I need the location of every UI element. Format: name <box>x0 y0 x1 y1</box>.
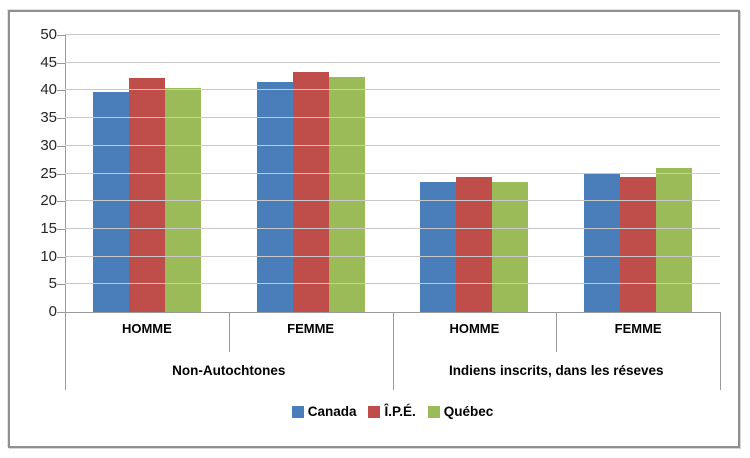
axis-separator-0 <box>65 312 66 390</box>
legend-item-ipe: Î.P.É. <box>368 404 416 419</box>
bar-group-1 <box>256 71 365 312</box>
bar-qubec-homme-0 <box>164 87 201 312</box>
y-axis-label-20: 20 <box>40 192 57 210</box>
bar-group-2 <box>420 176 529 312</box>
gridline-20 <box>65 200 720 202</box>
gridline-5 <box>65 283 720 285</box>
category-cell-2 <box>393 35 557 312</box>
gridline-25 <box>65 172 720 174</box>
bar-group-0 <box>92 77 201 312</box>
group-label-row: Non-Autochtones Indiens inscrits, dans le… <box>65 352 720 390</box>
gridline-35 <box>65 117 720 119</box>
gridline-10 <box>65 255 720 257</box>
y-axis-tick-50 <box>57 35 65 36</box>
chart-legend: Canada Î.P.É. Québec <box>65 404 720 419</box>
y-axis-tick-40 <box>57 90 65 92</box>
y-axis-tick-15 <box>57 228 65 230</box>
category-label-0: HOMME <box>121 321 172 336</box>
y-axis-tick-45 <box>57 62 65 64</box>
bar-qubec-femme-1 <box>328 77 365 312</box>
legend-label-quebec: Québec <box>443 404 494 419</box>
bar-p-femme-3 <box>620 176 657 312</box>
y-axis-label-5: 5 <box>48 275 57 293</box>
gridline-40 <box>65 89 720 91</box>
bar-p-homme-2 <box>456 176 493 312</box>
category-cell-1 <box>229 35 393 312</box>
bar-group-3 <box>584 168 693 312</box>
y-axis-label-45: 45 <box>40 53 57 71</box>
category-label-3: FEMME <box>614 321 662 336</box>
bar-canada-homme-2 <box>420 181 457 312</box>
bar-canada-femme-3 <box>584 172 621 312</box>
gridline-50 <box>65 34 720 35</box>
gridline-45 <box>65 61 720 63</box>
bar-canada-femme-1 <box>256 82 293 312</box>
bar-qubec-homme-2 <box>492 181 529 312</box>
axis-separator-1 <box>228 312 230 352</box>
legend-item-canada: Canada <box>291 404 357 419</box>
legend-label-canada: Canada <box>307 404 357 419</box>
bar-p-homme-0 <box>128 77 165 312</box>
bar-qubec-femme-3 <box>656 168 693 312</box>
y-axis-label-10: 10 <box>40 247 57 265</box>
y-axis-label-25: 25 <box>40 164 57 182</box>
y-axis-label-15: 15 <box>40 219 57 237</box>
y-axis-label-40: 40 <box>40 81 57 99</box>
group-label-0: Non-Autochtones <box>172 363 286 378</box>
gridline-30 <box>65 144 720 146</box>
y-axis-tick-10 <box>57 256 65 258</box>
legend-label-ipe: Î.P.É. <box>384 404 416 419</box>
group-label-1: Indiens inscrits, dans les réseves <box>448 363 664 378</box>
category-label-row: HOMME FEMME HOMME FEMME <box>65 312 720 352</box>
plot-area <box>65 34 720 313</box>
axis-separator-3 <box>556 312 558 352</box>
axis-separator-2 <box>392 312 394 390</box>
y-axis-tick-25 <box>57 173 65 175</box>
category-cell-0 <box>65 35 229 312</box>
bar-canada-homme-0 <box>92 92 129 312</box>
legend-swatch-ipe <box>368 405 381 418</box>
y-axis-tick-30 <box>57 145 65 147</box>
gridline-15 <box>65 227 720 229</box>
y-axis-label-35: 35 <box>40 109 57 127</box>
category-label-2: HOMME <box>449 321 500 336</box>
y-axis-line <box>65 35 66 313</box>
y-axis-label-50: 50 <box>40 26 57 43</box>
legend-swatch-quebec <box>427 405 440 418</box>
y-axis-label-0: 0 <box>48 303 57 320</box>
y-axis-tick-20 <box>57 201 65 203</box>
axis-separator-4 <box>720 312 721 390</box>
category-cell-3 <box>556 35 720 312</box>
legend-swatch-canada <box>291 405 304 418</box>
y-axis-label-30: 30 <box>40 136 57 154</box>
category-label-1: FEMME <box>287 321 335 336</box>
y-axis-tick-35 <box>57 118 65 120</box>
chart-frame: 0 5 10 15 20 25 30 35 40 45 50 HOMME FEMME HOMME FEMM… <box>8 10 740 448</box>
plot-categories <box>65 35 720 312</box>
legend-item-quebec: Québec <box>427 404 494 419</box>
category-axis-area: HOMME FEMME HOMME FEMME Non-Autochtones Indi… <box>65 312 721 390</box>
bar-p-femme-1 <box>292 71 329 312</box>
y-axis-tick-5 <box>57 284 65 286</box>
y-axis-tick-0 <box>57 312 65 313</box>
y-axis-labels: 0 5 10 15 20 25 30 35 40 45 50 <box>10 26 57 320</box>
